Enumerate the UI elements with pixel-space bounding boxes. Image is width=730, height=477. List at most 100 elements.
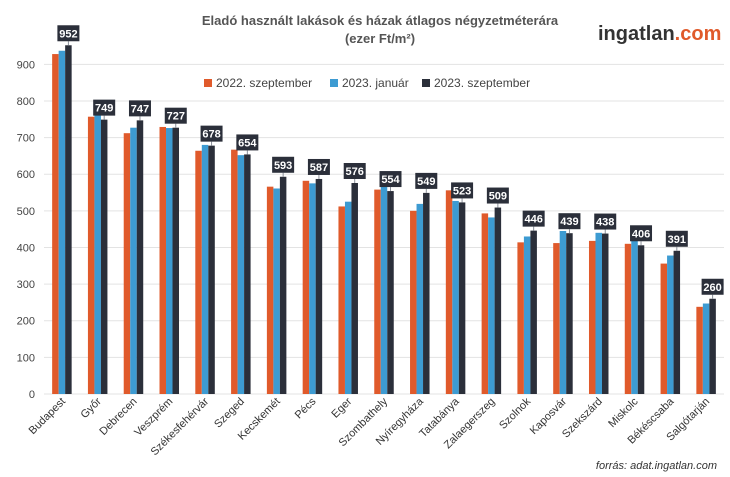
y-tick-label: 900: [17, 59, 35, 71]
bar: [553, 243, 560, 394]
y-tick-label: 500: [17, 206, 35, 218]
logo-part-1: ingatlan: [598, 23, 675, 45]
bar: [452, 200, 459, 394]
data-label: 593: [274, 160, 292, 172]
data-label-box: [486, 187, 509, 204]
x-category-label: Budapest: [27, 396, 68, 437]
source-note: forrás: adat.ingatlan.com: [596, 460, 717, 472]
bar: [351, 183, 358, 394]
bar: [201, 144, 209, 394]
bar: [588, 240, 596, 394]
bar: [279, 176, 287, 394]
bar: [559, 230, 567, 394]
logo-part-2: .com: [675, 23, 722, 45]
bar: [231, 149, 238, 394]
legend-swatch: [330, 79, 338, 87]
data-label-box: [57, 25, 80, 42]
bar: [87, 116, 95, 394]
bar: [244, 154, 251, 394]
data-label-box: [272, 156, 295, 173]
data-label: 749: [95, 103, 113, 115]
data-label-box: [451, 182, 474, 199]
x-category-label: Győr: [78, 395, 104, 421]
y-tick-label: 100: [17, 352, 35, 364]
data-label: 509: [489, 191, 507, 203]
bar: [302, 180, 310, 394]
bar: [458, 202, 466, 394]
data-label-box: [93, 99, 116, 116]
data-labels: 952 749 747 727 678 654 593 587 576 554 549 523 509 4…: [57, 25, 724, 299]
data-label: 678: [202, 129, 220, 141]
legend-label: 2023. szeptember: [434, 76, 530, 90]
data-label-box: [558, 213, 581, 230]
bar: [52, 54, 59, 394]
data-label-box: [379, 171, 402, 188]
data-label-box: [630, 225, 653, 242]
data-label: 554: [381, 174, 400, 186]
bar: [667, 255, 674, 394]
bars: [52, 45, 716, 395]
data-label: 727: [167, 111, 185, 123]
data-label: 576: [346, 166, 364, 178]
y-tick-label: 400: [17, 242, 35, 254]
bar: [410, 210, 417, 394]
data-label: 952: [59, 28, 77, 40]
bar: [595, 232, 602, 394]
data-label: 260: [703, 282, 721, 294]
bar: [445, 190, 453, 394]
data-label: 406: [632, 228, 650, 240]
data-label-box: [343, 163, 366, 180]
bar: [166, 128, 173, 394]
data-label-box: [200, 125, 223, 142]
bar: [344, 201, 352, 394]
ingatlan-logo: ingatlan.com: [598, 23, 721, 45]
y-tick-label: 800: [17, 96, 35, 108]
bar: [208, 145, 215, 394]
x-category-label: Pécs: [293, 395, 319, 421]
bar: [237, 155, 245, 394]
bar: [58, 50, 66, 394]
bar: [481, 213, 489, 394]
bar: [273, 188, 280, 394]
bar: [315, 178, 323, 394]
bar: [195, 150, 202, 394]
bar: [494, 207, 502, 394]
bar: [172, 127, 180, 395]
data-label: 391: [668, 234, 686, 246]
y-axis-ticks: 0 100 200 300 400 500 600 700 800 900: [17, 59, 35, 401]
data-label-box: [701, 278, 724, 295]
x-axis-categories: Budapest GyőrDebrecenVeszprémSzékesfehérv…: [27, 395, 713, 458]
data-label: 747: [131, 103, 149, 115]
bar: [637, 245, 645, 394]
y-tick-label: 700: [17, 133, 35, 145]
bar: [624, 243, 632, 394]
data-label-box: [594, 213, 617, 230]
bar: [338, 206, 345, 394]
bar: [696, 306, 703, 394]
bar: [416, 203, 424, 394]
y-tick-label: 600: [17, 169, 35, 181]
bar: [94, 114, 101, 394]
data-label-box: [164, 107, 187, 124]
data-label: 523: [453, 185, 471, 197]
bar: [660, 263, 668, 394]
bar: [530, 230, 537, 394]
bar: [488, 217, 495, 394]
x-category-label: Miskolc: [606, 395, 641, 430]
bar: [387, 191, 394, 394]
legend-swatch: [422, 79, 430, 87]
bar: [566, 233, 573, 394]
bar: [631, 240, 638, 394]
data-label-box: [522, 210, 545, 227]
chart-subtitle: (ezer Ft/m²): [345, 31, 415, 46]
bar: [523, 236, 531, 394]
bar: [423, 192, 430, 394]
data-label-box: [128, 100, 151, 117]
bar: [159, 126, 167, 395]
data-label: 438: [596, 217, 614, 229]
bar: [100, 119, 108, 395]
bar: [517, 242, 524, 394]
data-label-box: [307, 158, 330, 175]
bar: [266, 186, 274, 394]
